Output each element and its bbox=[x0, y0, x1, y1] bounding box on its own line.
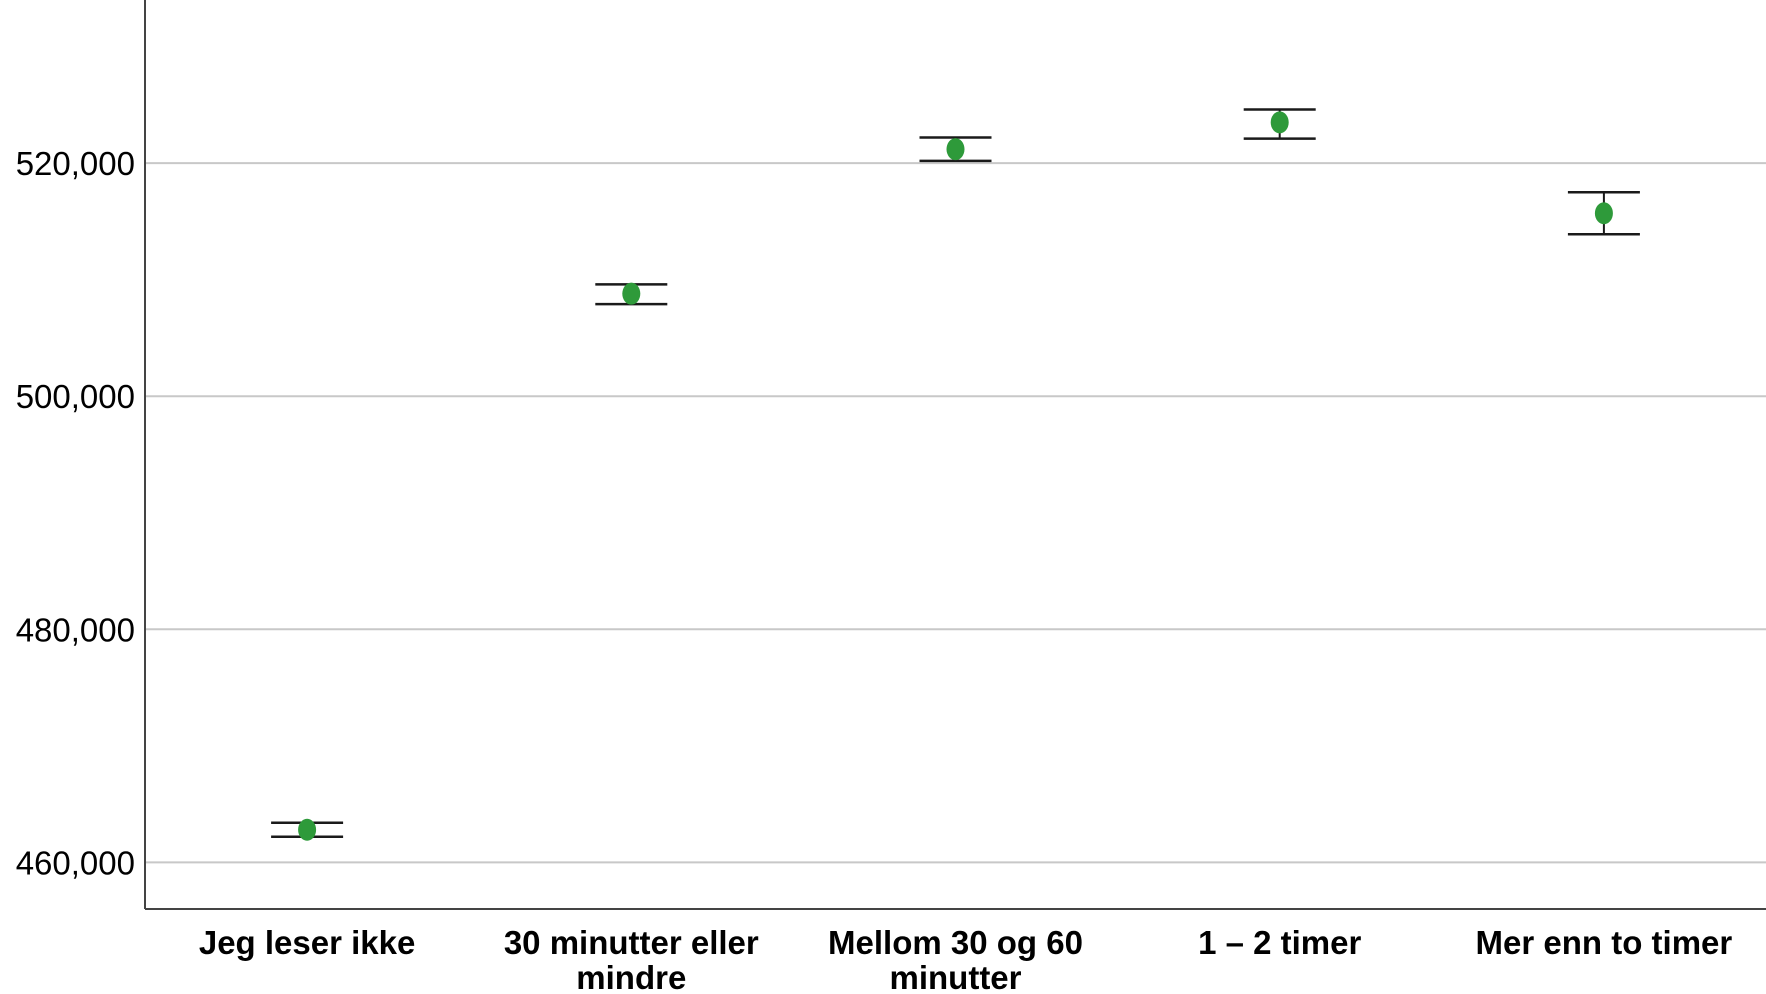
x-tick-labels: Jeg leser ikke 30 minutter eller mindre Mel… bbox=[199, 924, 1733, 994]
x-tick-label: Jeg leser ikke bbox=[199, 924, 416, 961]
y-tick-label: 500,000 bbox=[16, 378, 135, 415]
x-tick-label: Mer enn to timer bbox=[1476, 924, 1733, 961]
data-point bbox=[622, 282, 641, 305]
x-tick-label: 1 – 2 timer bbox=[1198, 924, 1361, 961]
y-tick-label: 520,000 bbox=[16, 145, 135, 182]
gridlines bbox=[145, 162, 1766, 864]
x-tick-label: 30 minutter eller mindre bbox=[504, 924, 759, 994]
data-point bbox=[1594, 202, 1613, 225]
data-point bbox=[946, 138, 965, 161]
y-tick-label: 460,000 bbox=[16, 844, 135, 881]
data-point bbox=[1270, 111, 1289, 134]
data-point bbox=[298, 818, 317, 841]
axes bbox=[144, 0, 1766, 910]
x-tick-label: Mellom 30 og 60 minutter bbox=[828, 924, 1083, 994]
data-points bbox=[298, 111, 1613, 841]
error-bars bbox=[271, 108, 1640, 838]
y-tick-labels: 460,000 480,000 500,000 520,000 bbox=[16, 145, 135, 881]
y-tick-label: 480,000 bbox=[16, 611, 135, 648]
